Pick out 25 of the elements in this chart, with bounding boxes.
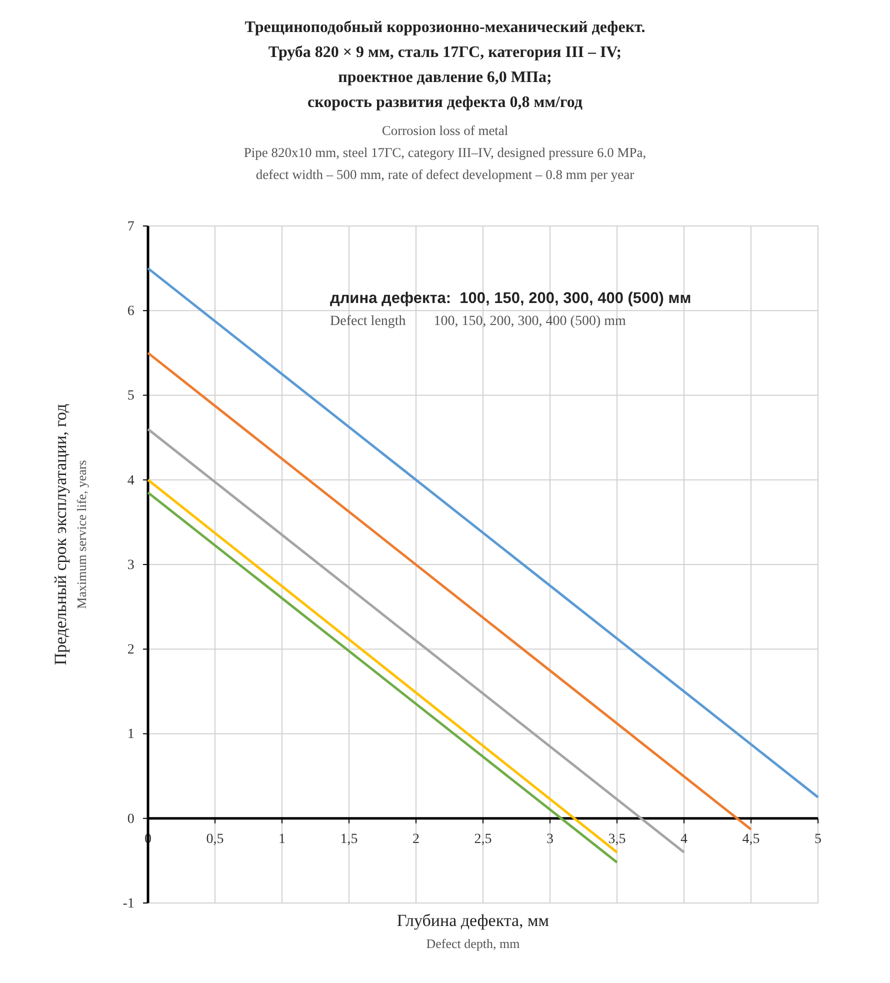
x-axis-title: Глубина дефекта, мм Defect depth, mm — [396, 911, 550, 951]
y-tick-label: 6 — [127, 304, 134, 320]
x-tick-label: 3,5 — [608, 832, 626, 848]
x-tick-label: 2 — [412, 832, 420, 848]
y-tick-label: 1 — [127, 727, 134, 742]
y-tick-label: 4 — [127, 473, 134, 488]
y-tick-label: 7 — [127, 219, 134, 234]
y-tick-label: -1 — [122, 896, 134, 912]
x-tick-label: 4,5 — [742, 832, 760, 848]
chart-title: Трещиноподобный коррозионно-механический дефект. Труба 820 × 9 мм, сталь 17ГС, категория III – IV; проектное давление 6,0 МПа; скорость развития дефекта 0,8 мм/год — [244, 19, 646, 111]
y-tick-label: 5 — [127, 388, 134, 404]
x-tick-label: 0,5 — [206, 832, 224, 848]
x-tick-label: 4 — [680, 832, 688, 848]
y-tick-label: 2 — [127, 642, 134, 658]
y-tick-label: 3 — [127, 558, 134, 573]
x-tick-label: 5 — [814, 832, 822, 848]
x-tick-label: 3 — [546, 832, 554, 848]
chart-subtitle: Corrosion loss of metal Pipe 820x10 mm, steel 17ГС, category III–IV, designed pressure 6.0 MPa, defect width – 500 mm, rate of defect development – 0.8 mm per year — [244, 123, 646, 182]
y-axis-title: Предельный срок эксплуатации, год Maximum service life, years — [51, 404, 89, 666]
annotation: Defect length 100, 150, 200, 300, 400 (500) mm — [330, 314, 626, 329]
x-tick-label: 1,5 — [340, 832, 358, 848]
y-tick-label: 0 — [127, 812, 134, 827]
x-tick-label: 1 — [278, 832, 286, 848]
x-tick-label: 2,5 — [474, 832, 492, 848]
annotation: длина дефекта: 100, 150, 200, 300, 400 (500) мм — [330, 290, 692, 307]
